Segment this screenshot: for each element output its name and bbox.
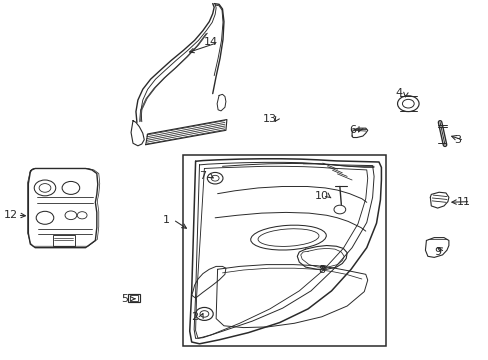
Text: 14: 14 [204, 37, 218, 48]
Bar [53, 235, 75, 246]
Text: 4: 4 [395, 88, 402, 98]
Bar [128, 294, 140, 302]
Text: 10: 10 [314, 191, 328, 201]
Text: 2: 2 [191, 312, 198, 322]
Text: 8: 8 [318, 265, 325, 275]
Bar [183, 155, 386, 346]
Text: 3: 3 [453, 135, 460, 145]
Text: 9: 9 [434, 247, 441, 257]
Text: 6: 6 [349, 125, 356, 135]
Bar [130, 295, 138, 301]
Text: 11: 11 [456, 197, 469, 207]
Text: 12: 12 [4, 210, 18, 220]
Text: 13: 13 [263, 114, 276, 124]
Text: 5: 5 [122, 294, 128, 304]
Text: 1: 1 [163, 215, 169, 225]
Text: 7: 7 [199, 171, 206, 181]
